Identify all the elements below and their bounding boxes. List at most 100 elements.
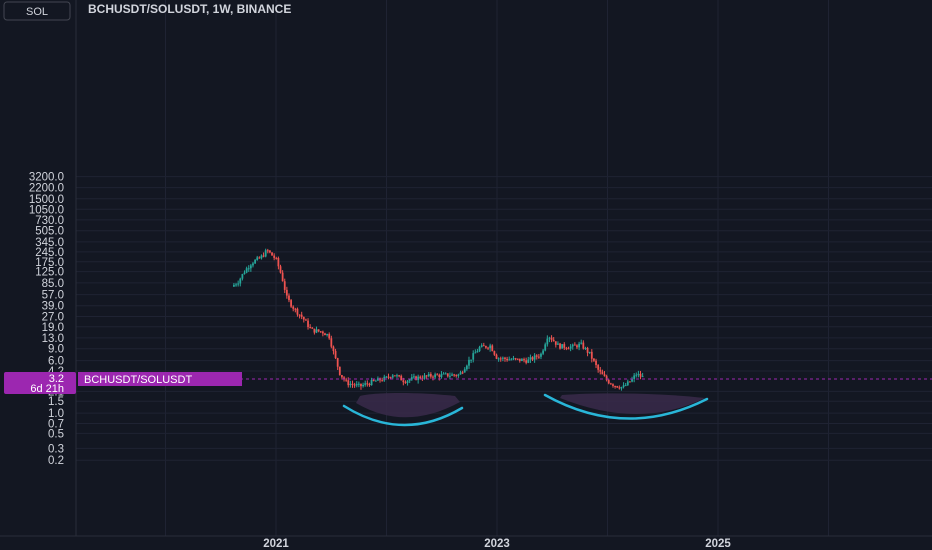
candle-up — [459, 370, 462, 375]
candle-up — [578, 341, 580, 351]
candle-up — [413, 373, 415, 379]
currency-badge-label: SOL — [26, 6, 48, 18]
arc-bottom-1 — [342, 404, 464, 427]
candle-down — [582, 340, 585, 350]
candle-up — [546, 335, 549, 347]
candle-down — [275, 256, 278, 260]
candle-down — [404, 380, 407, 384]
last-price-countdown: 6d 21h — [30, 383, 64, 395]
candle-down — [262, 252, 265, 258]
candle-down — [317, 329, 320, 333]
y-tick-label: 1050.0 — [29, 204, 64, 216]
candle-down — [552, 337, 555, 342]
x-axis-labels: 2021 2023 2025 — [263, 538, 731, 550]
candles — [233, 248, 644, 391]
candle-down — [302, 316, 305, 323]
candle-up — [249, 263, 252, 272]
candle-up — [512, 355, 515, 361]
candle-down — [590, 349, 593, 363]
candle-down — [495, 353, 498, 360]
candle-up — [427, 371, 430, 378]
candle-down — [294, 307, 297, 313]
y-tick-label: 0.7 — [48, 419, 64, 431]
candle-down — [485, 345, 487, 349]
candle-down — [421, 375, 424, 381]
candle-down — [368, 382, 371, 387]
candle-down — [601, 369, 604, 375]
y-tick-label: 175.0 — [35, 257, 64, 269]
y-tick-label: 245.0 — [35, 247, 64, 259]
candle-up — [252, 261, 254, 268]
candle-down — [300, 311, 303, 320]
candle-up — [444, 372, 447, 375]
candle-up — [465, 364, 468, 371]
candle-down — [429, 372, 432, 379]
candle-up — [548, 336, 551, 343]
candle-up — [489, 343, 492, 352]
candle-up — [544, 342, 547, 352]
candle-down — [518, 358, 521, 363]
candle-up — [355, 381, 358, 388]
candle-up — [540, 352, 542, 360]
candle-down — [523, 357, 525, 363]
y-tick-label: 27.0 — [42, 312, 64, 324]
candle-down — [612, 383, 614, 388]
candle-up — [391, 374, 394, 380]
candle-up — [588, 351, 591, 354]
candle-up — [449, 372, 451, 380]
y-axis-panel[interactable] — [0, 0, 76, 536]
candle-down — [597, 364, 600, 373]
candle-up — [235, 282, 237, 287]
candle-down — [319, 331, 322, 333]
candle-down — [415, 375, 417, 381]
candle-up — [637, 370, 640, 378]
y-tick-label: 1500.0 — [29, 194, 64, 206]
candle-down — [258, 256, 261, 259]
candle-up — [410, 374, 413, 381]
candle-up — [478, 345, 481, 353]
candle-down — [305, 318, 307, 321]
candle-down — [504, 356, 506, 362]
candle-up — [501, 356, 504, 362]
candle-up — [626, 379, 629, 387]
candle-down — [328, 332, 331, 340]
bottom-shading — [356, 393, 705, 418]
candle-up — [474, 349, 477, 354]
candle-down — [360, 383, 362, 390]
candle-up — [396, 373, 398, 378]
x-axis-panel[interactable] — [0, 536, 932, 550]
candle-down — [285, 286, 288, 299]
candle-up — [470, 359, 472, 364]
last-price-value: 3.2 — [49, 373, 64, 385]
candle-up — [385, 375, 388, 379]
candle-up — [241, 273, 244, 281]
candle-down — [351, 380, 354, 388]
arc-bottom-2 — [543, 393, 709, 420]
candle-down — [461, 370, 464, 375]
candle-down — [516, 358, 519, 361]
candle-down — [372, 379, 375, 382]
candle-up — [254, 259, 256, 265]
candle-down — [292, 305, 295, 312]
candle-up — [468, 356, 470, 369]
y-tick-label: 39.0 — [42, 301, 64, 313]
currency-badge[interactable]: SOL — [3, 1, 71, 21]
candle-up — [370, 377, 373, 386]
candle-down — [313, 328, 316, 335]
candle-down — [311, 327, 314, 329]
candle-up — [580, 339, 583, 345]
candle-up — [569, 344, 572, 352]
candle-down — [491, 344, 494, 352]
candle-down — [273, 253, 276, 261]
y-tick-label: 0.3 — [48, 443, 64, 455]
x-tick-label: 2025 — [705, 538, 731, 550]
candle-down — [559, 342, 561, 350]
candle-down — [499, 356, 502, 362]
candle-up — [442, 372, 445, 375]
y-tick-label: 1.5 — [48, 396, 64, 408]
candle-up — [622, 382, 625, 389]
candle-down — [353, 382, 356, 388]
candle-down — [514, 357, 517, 361]
y-tick-label: 345.0 — [35, 237, 64, 249]
